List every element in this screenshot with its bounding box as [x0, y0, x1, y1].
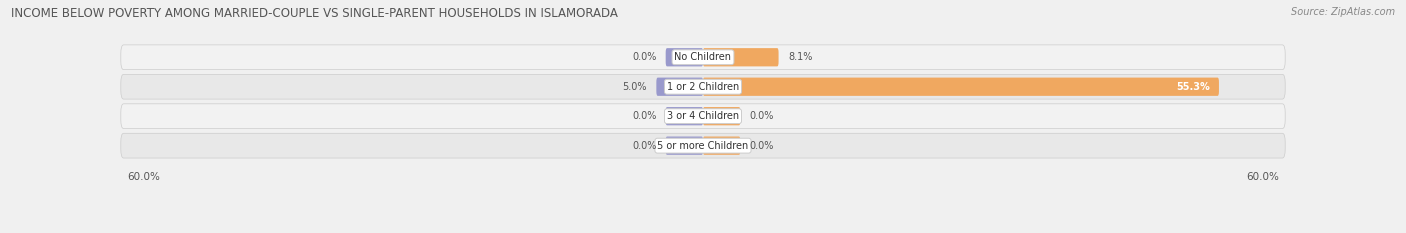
- FancyBboxPatch shape: [665, 48, 703, 66]
- Text: 8.1%: 8.1%: [787, 52, 813, 62]
- Text: No Children: No Children: [675, 52, 731, 62]
- Text: 5 or more Children: 5 or more Children: [658, 141, 748, 151]
- Text: 5.0%: 5.0%: [623, 82, 647, 92]
- FancyBboxPatch shape: [121, 74, 1285, 99]
- FancyBboxPatch shape: [703, 137, 741, 155]
- FancyBboxPatch shape: [703, 48, 779, 66]
- FancyBboxPatch shape: [121, 104, 1285, 129]
- Text: 55.3%: 55.3%: [1175, 82, 1209, 92]
- Text: INCOME BELOW POVERTY AMONG MARRIED-COUPLE VS SINGLE-PARENT HOUSEHOLDS IN ISLAMOR: INCOME BELOW POVERTY AMONG MARRIED-COUPL…: [11, 7, 619, 20]
- FancyBboxPatch shape: [703, 78, 1219, 96]
- Text: 0.0%: 0.0%: [749, 111, 775, 121]
- FancyBboxPatch shape: [657, 78, 703, 96]
- Text: 0.0%: 0.0%: [749, 141, 775, 151]
- Text: 0.0%: 0.0%: [631, 52, 657, 62]
- FancyBboxPatch shape: [665, 107, 703, 125]
- Text: Source: ZipAtlas.com: Source: ZipAtlas.com: [1291, 7, 1395, 17]
- Text: 1 or 2 Children: 1 or 2 Children: [666, 82, 740, 92]
- FancyBboxPatch shape: [665, 137, 703, 155]
- FancyBboxPatch shape: [121, 45, 1285, 70]
- Text: 3 or 4 Children: 3 or 4 Children: [666, 111, 740, 121]
- Text: 0.0%: 0.0%: [631, 111, 657, 121]
- FancyBboxPatch shape: [703, 107, 741, 125]
- FancyBboxPatch shape: [121, 133, 1285, 158]
- Text: 0.0%: 0.0%: [631, 141, 657, 151]
